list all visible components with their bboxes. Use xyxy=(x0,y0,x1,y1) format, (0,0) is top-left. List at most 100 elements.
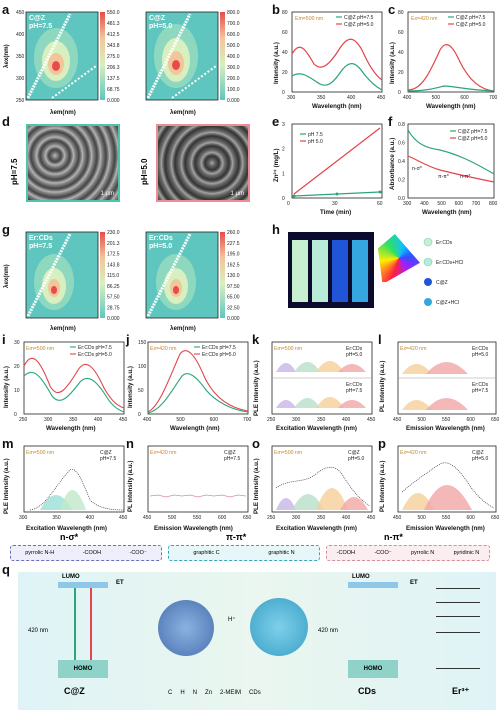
a-colorbar-right-tick: 400.0 xyxy=(227,54,240,60)
b-xlabel: Wavelength (nm) xyxy=(312,103,362,110)
j-legend-2: Er:CDs pH=5.0 xyxy=(202,352,236,358)
sem-image-ph75: 1 μm xyxy=(26,124,120,202)
contour-left-peak xyxy=(52,61,60,71)
a-ytick: 300 xyxy=(16,76,25,82)
bond-item: graphitic C xyxy=(193,550,220,556)
a-colorbar-left-tick: 343.8 xyxy=(107,43,120,49)
contour-right-title1: C@Z xyxy=(149,15,166,22)
c-ytick: 60 xyxy=(398,30,404,36)
g-colorbar-right-tick: 0.000 xyxy=(227,316,240,322)
e-ytick: 1 xyxy=(282,171,285,177)
l-note: Ex=420 nm xyxy=(400,346,426,352)
i-legend-1: Er:CDs pH=7.5 xyxy=(78,345,112,351)
o-t1: C@Z xyxy=(348,450,360,456)
panel-b-chart: Em=500 nm C@Z pH=7.5 C@Z pH=5.0 Waveleng… xyxy=(273,10,386,110)
sem-side-ph75: pH=7.5 xyxy=(10,158,19,185)
g-colorbar-left-tick: 115.0 xyxy=(107,273,119,279)
p-xtick: 600 xyxy=(467,515,476,521)
panel-e-chart: pH 7.5 pH 5.0 Time (min) Zn²⁺ (mg/L) 0 30… xyxy=(273,122,383,216)
contour-right-title2: pH=5.0 xyxy=(149,23,172,30)
k-xtick: 400 xyxy=(342,417,351,423)
bond-title-2: π-π* xyxy=(226,532,247,542)
bond-item: pyridinic N xyxy=(453,550,480,556)
g-colorbar-right-tick: 260.0 xyxy=(227,230,240,236)
o-t2: pH=5.0 xyxy=(348,456,364,462)
p-xtick: 450 xyxy=(393,515,402,521)
panel-m-chart: Em=500 nm C@Z pH=7.5 Excitation Waveleng… xyxy=(3,445,128,532)
p-xtick: 650 xyxy=(491,515,500,521)
p-t1: C@Z xyxy=(472,450,484,456)
f-ytick: 0.4 xyxy=(398,159,405,165)
panel-g-contours: Er:CDs pH=7.5 0.000 28.75 57.50 86.25 115.0 1… xyxy=(3,230,240,332)
bond-item: -COOH xyxy=(82,550,102,556)
i-legend-2: Er:CDs pH=5.0 xyxy=(78,352,112,358)
f-ytick: 0.8 xyxy=(398,122,405,128)
j-ytick: 50 xyxy=(138,388,144,394)
p-xtick: 500 xyxy=(418,515,427,521)
f-xtick: 400 xyxy=(420,201,429,207)
bond-item: -COO⁻ xyxy=(374,550,392,556)
k-note: Em=500 nm xyxy=(274,346,302,352)
o-ylabel: PLE Intensity (a.u.) xyxy=(253,458,260,514)
b-legend-2: C@Z pH=5.0 xyxy=(344,22,374,28)
l-xtick: 550 xyxy=(442,417,451,423)
j-note: Ex=420 nm xyxy=(150,346,176,352)
m-xtick: 300 xyxy=(19,515,28,521)
k-t4: pH=7.5 xyxy=(346,388,362,394)
j-xtick: 600 xyxy=(210,417,219,423)
l-xlabel: Emission Wavelength (nm) xyxy=(406,425,485,432)
colorbar-right xyxy=(220,12,225,100)
panel-label-a: a xyxy=(2,2,10,17)
b-ytick: 60 xyxy=(282,30,288,36)
panel-label-k: k xyxy=(252,332,260,347)
a-colorbar-right-tick: 600.0 xyxy=(227,32,240,38)
legend-n: N xyxy=(192,690,198,696)
f-xtick: 700 xyxy=(472,201,481,207)
a-ytick: 400 xyxy=(16,32,25,38)
n-xlabel: Emission Wavelength (nm) xyxy=(154,525,233,532)
a-colorbar-right-tick: 100.0 xyxy=(227,87,240,93)
scatter-line-left xyxy=(26,13,72,99)
line-b-ph75 xyxy=(291,63,383,91)
panel-label-m: m xyxy=(2,436,14,451)
f-ytick: 0.0 xyxy=(398,196,405,202)
l-t2: pH=5.0 xyxy=(472,352,488,358)
e-legend-1: pH 7.5 xyxy=(308,132,323,138)
a-colorbar-left-tick: 481.3 xyxy=(107,21,120,27)
g-colorbar-right-tick: 162.5 xyxy=(227,262,240,268)
g-left-title1: Er:CDs xyxy=(29,235,53,242)
homo-bar-left: HOMO xyxy=(58,660,108,678)
b-legend-1: C@Z pH=7.5 xyxy=(344,15,374,21)
g-colorbar-left-tick: 143.8 xyxy=(107,262,120,268)
c-xtick: 600 xyxy=(460,95,469,101)
legend-c: C xyxy=(168,690,173,696)
i-ytick: 10 xyxy=(14,388,20,394)
e-xlabel: Time (min) xyxy=(320,209,351,216)
g-right-title1: Er:CDs xyxy=(149,235,173,242)
bond-title-3: n-π* xyxy=(384,532,403,542)
i-note: Em=500 nm xyxy=(26,346,54,352)
m-xlabel: Excitation Wavelength (nm) xyxy=(26,525,107,532)
i-ytick: 30 xyxy=(14,340,20,346)
g-ylabel: λex(nm) xyxy=(3,264,10,288)
n-t2: pH=7.5 xyxy=(224,456,240,462)
line-f-ph75 xyxy=(407,129,495,175)
e-ytick: 3 xyxy=(282,122,285,128)
g-colorbar-right-tick: 130.0 xyxy=(227,273,240,279)
legend-2meim: 2-MEIM xyxy=(220,690,242,696)
k-t3: Er:CDs xyxy=(346,382,363,388)
a-colorbar-left-tick: 412.5 xyxy=(107,32,120,38)
g-colorbar-left-tick: 86.25 xyxy=(107,284,120,290)
f-xtick: 500 xyxy=(437,201,446,207)
p-t2: pH=5.0 xyxy=(472,456,488,462)
f-ann1: n-σ* xyxy=(412,166,422,172)
lumo-label-right: LUMO xyxy=(352,574,370,580)
sem-image-ph50: 1 μm xyxy=(156,124,250,202)
f-ylabel: Absorbance (a.u.) xyxy=(389,138,396,190)
f-legend-2: C@Z pH=5.0 xyxy=(458,136,488,142)
j-ylabel: Intensity (a.u.) xyxy=(127,366,134,408)
p-xtick: 550 xyxy=(442,515,451,521)
legend-zn: Zn xyxy=(205,690,213,696)
f-ytick: 0.6 xyxy=(398,141,405,147)
o-xtick: 350 xyxy=(317,515,326,521)
